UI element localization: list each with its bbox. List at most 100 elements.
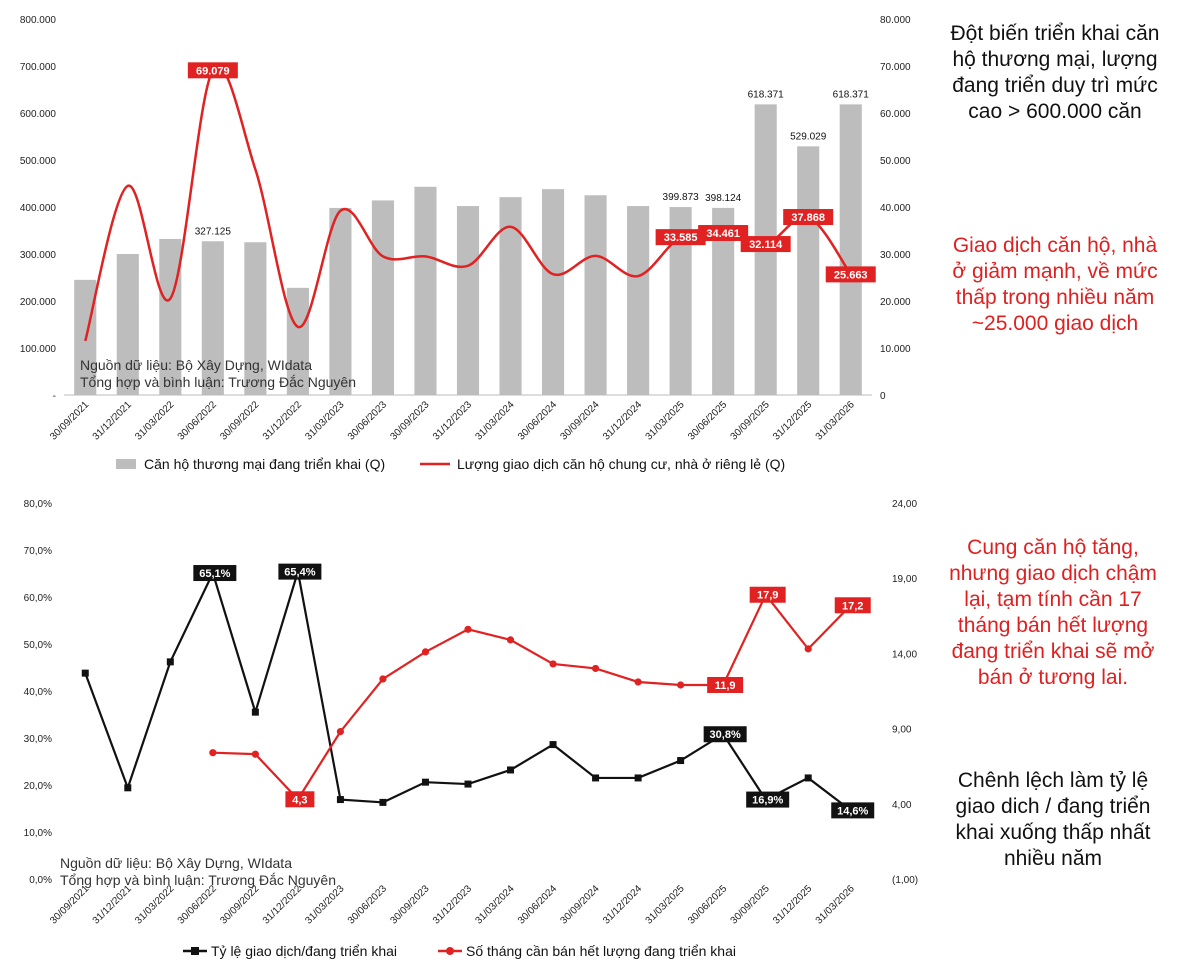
ratio-value-label-box	[831, 802, 875, 819]
left-tick-label: 40,0%	[24, 687, 52, 698]
legend-months-marker	[446, 947, 454, 955]
ratio-point	[124, 784, 132, 792]
x-tick-label: 31/12/2021	[91, 399, 134, 442]
months-point	[464, 625, 472, 633]
x-tick-label: 30/09/2023	[388, 883, 431, 926]
bar-value-label: 399.873	[663, 192, 700, 203]
months-line	[212, 592, 852, 802]
note-months-to-sell: Cung căn hộ tăng, nhưng giao dịch chậm l…	[949, 536, 1157, 689]
transactions-value-label: 33.585	[664, 232, 698, 244]
x-tick-label: 31/03/2024	[473, 399, 516, 442]
right-tick-label: 24,00	[892, 499, 917, 510]
right-tick-label: 19,00	[892, 574, 917, 585]
bar	[456, 206, 480, 395]
transactions-value-label-box	[655, 229, 706, 246]
ratio-point	[251, 708, 259, 716]
x-tick-label: 31/12/2025	[771, 399, 814, 442]
bar	[244, 242, 267, 395]
x-tick-label: 30/09/2024	[559, 883, 602, 926]
months-value-label: 17,2	[842, 600, 863, 612]
bar	[584, 195, 607, 395]
bar	[371, 200, 395, 395]
x-tick-label: 30/09/2024	[559, 399, 602, 442]
x-tick-label: 31/03/2022	[133, 883, 176, 926]
chart2-legend: Tỷ lệ giao dịch/đang triển khai Số tháng…	[183, 943, 736, 959]
left-tick-label: 100.000	[20, 344, 57, 355]
chart2-source: Nguồn dữ liệu: Bộ Xây Dựng, WIdata Tổng …	[60, 855, 336, 889]
bar	[627, 206, 650, 395]
left-tick-label: 20,0%	[24, 781, 52, 792]
months-point	[591, 664, 600, 673]
x-tick-label: 30/06/2023	[346, 399, 389, 442]
transactions-value-label-box	[783, 209, 834, 226]
ratio-value-label: 14,6%	[837, 805, 868, 817]
chart1-source: Nguồn dữ liệu: Bộ Xây Dựng, WIdata Tổng …	[80, 357, 356, 391]
bar	[669, 207, 692, 395]
bar	[712, 207, 735, 395]
legend-line-label: Lượng giao dịch căn hộ chung cư, nhà ở r…	[457, 456, 785, 472]
ratio-value-label: 65,4%	[284, 567, 315, 579]
right-tick-label: 9,00	[892, 725, 912, 736]
x-tick-label: 31/03/2023	[303, 399, 346, 442]
left-tick-label: 700.000	[20, 62, 57, 73]
ratio-point	[379, 798, 387, 806]
left-tick-label: 0,0%	[29, 875, 52, 886]
x-tick-label: 30/06/2024	[516, 399, 559, 442]
x-tick-label: 31/03/2023	[303, 883, 346, 926]
transactions-value-label: 25.663	[834, 269, 868, 281]
bar	[329, 207, 352, 395]
bar	[499, 197, 522, 395]
bar	[201, 241, 224, 395]
bar	[541, 189, 565, 395]
left-tick-label: 50,0%	[24, 640, 52, 651]
ratio-value-label-box	[746, 791, 790, 808]
months-point	[506, 636, 515, 644]
legend-bar-swatch	[116, 459, 136, 469]
months-value-label-box	[834, 597, 871, 614]
ratio-value-label: 65,1%	[199, 568, 230, 580]
chart1-legend: Căn hộ thương mại đang triển khai (Q) Lư…	[116, 456, 785, 472]
x-tick-label: 30/09/2025	[729, 399, 772, 442]
bar-value-label: 618.371	[833, 89, 870, 100]
chart2-source-line1: Nguồn dữ liệu: Bộ Xây Dựng, WIdata	[60, 855, 292, 871]
right-tick-label: 50.000	[880, 156, 911, 167]
x-tick-label: 31/12/2024	[601, 883, 644, 926]
months-point	[379, 675, 387, 683]
x-tick-label: 31/12/2024	[601, 399, 644, 442]
ratio-months-chart: 0,0% 10,0% 20,0% 30,0% 40,0% 50,0% 60,0% 70,0% 8…	[24, 499, 918, 959]
bar-value-label: 618.371	[748, 89, 785, 100]
months-point	[804, 645, 812, 653]
chart1-source-line1: Nguồn dữ liệu: Bộ Xây Dựng, WIdata	[80, 357, 312, 373]
note-supply-surge: Đột biến triển khai căn hộ thương mại, l…	[950, 22, 1160, 123]
months-point	[251, 750, 259, 758]
ratio-point	[166, 658, 174, 666]
x-tick-label: 30/09/2025	[729, 883, 772, 926]
x-tick-label: 30/09/2022	[218, 883, 261, 926]
left-tick-label: 60,0%	[24, 593, 52, 604]
right-tick-label: 14,00	[892, 649, 917, 660]
right-tick-label: 60.000	[880, 109, 911, 120]
left-tick-label: 300.000	[20, 250, 57, 261]
chart1-data-labels: 327.125 399.873 398.124 618.371 529.029 618.3…	[187, 62, 876, 283]
x-tick-label: 31/03/2022	[133, 399, 176, 442]
ratio-value-label-box	[703, 726, 747, 743]
ratio-point	[507, 766, 515, 774]
transactions-value-label: 32.114	[749, 239, 783, 251]
ratio-value-label-box	[278, 563, 322, 580]
x-tick-label: 30/09/2021	[48, 883, 91, 926]
x-tick-label: 31/12/2022	[261, 399, 304, 442]
chart1-bars	[74, 104, 862, 395]
legend-ratio-marker	[191, 947, 199, 955]
months-value-label: 11,9	[715, 680, 736, 692]
right-tick-label: 0	[880, 391, 886, 402]
bar-value-label: 529.029	[790, 131, 827, 142]
chart2-source-line2: Tổng hợp và bình luận: Trương Đắc Nguyên	[60, 872, 337, 888]
right-tick-label: (1,00)	[892, 875, 918, 886]
bar-value-label: 398.124	[705, 193, 742, 204]
note-ratio-low: Chênh lệch làm tỷ lệ giao dich / đang tr…	[955, 769, 1151, 870]
transactions-value-label: 37.868	[791, 212, 825, 224]
transactions-value-label: 34.461	[706, 228, 740, 240]
transactions-value-label-box	[187, 62, 238, 79]
x-tick-label: 31/03/2024	[473, 883, 516, 926]
transactions-value-label-box	[825, 266, 876, 283]
